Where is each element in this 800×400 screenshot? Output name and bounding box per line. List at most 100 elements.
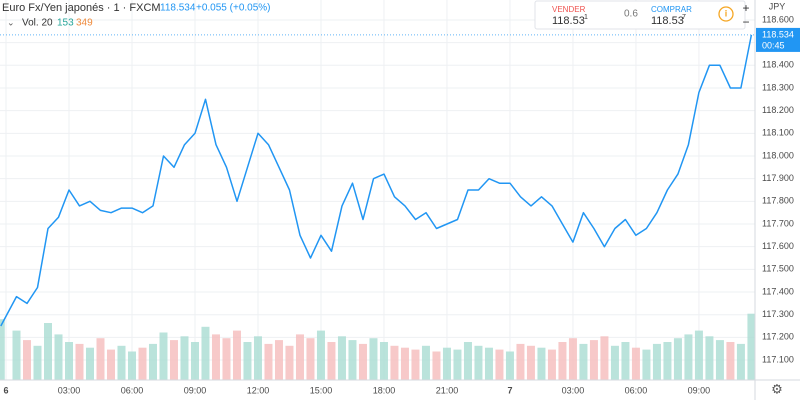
volume-bar — [44, 323, 53, 380]
volume-bar — [736, 343, 745, 380]
y-tick-label: 118.600 — [762, 14, 794, 24]
y-tick-label: 118.200 — [762, 105, 794, 115]
x-tick-label: 21:00 — [436, 385, 459, 395]
volume-bar — [726, 342, 735, 380]
volume-bar — [138, 347, 147, 380]
volume-bar — [453, 349, 462, 380]
y-tick-label: 117.700 — [762, 218, 794, 228]
volume-bar — [201, 326, 210, 380]
volume-bar — [694, 330, 703, 380]
volume-bar — [747, 313, 756, 380]
info-icon[interactable] — [718, 6, 734, 22]
volume-ma: 153 — [57, 18, 74, 29]
volume-bar — [337, 336, 346, 380]
volume-last: 349 — [76, 18, 93, 29]
y-tick-label: 118.400 — [762, 60, 794, 70]
x-tick-label: 12:00 — [247, 385, 270, 395]
x-tick-label: 03:00 — [562, 385, 585, 395]
sell-pip: 1 — [584, 14, 588, 21]
price-axis-panel — [755, 0, 800, 400]
volume-bar — [0, 319, 5, 380]
volume-bar — [316, 330, 325, 380]
volume-bar — [54, 334, 63, 380]
volume-bar — [211, 334, 220, 380]
y-tick-label: 117.600 — [762, 241, 794, 251]
buy-button[interactable] — [645, 3, 709, 27]
volume-bar — [264, 343, 273, 380]
volume-bar — [579, 343, 588, 380]
volume-bar — [85, 347, 94, 380]
volume-bar — [190, 342, 199, 380]
x-tick-label: 7 — [507, 385, 512, 395]
last-price: 118.534 — [160, 3, 196, 14]
volume-bar — [159, 332, 168, 380]
volume-bar — [663, 342, 672, 380]
volume-bar — [390, 345, 399, 380]
buy-pip: 7 — [682, 14, 686, 21]
volume-bar — [243, 342, 252, 380]
volume-bar — [558, 342, 567, 380]
volume-bar — [610, 345, 619, 380]
price-line — [0, 34, 753, 327]
volume-bar — [474, 345, 483, 380]
y-tick-label: 117.500 — [762, 264, 794, 274]
volume-bar — [295, 334, 304, 380]
volume-bar — [327, 342, 336, 380]
volume-bar — [495, 349, 504, 380]
volume-bar — [715, 340, 724, 380]
volume-bar — [652, 343, 661, 380]
x-tick-label: 09:00 — [688, 385, 711, 395]
volume-bar — [600, 336, 609, 380]
x-tick-label: 15:00 — [310, 385, 333, 395]
y-tick-label: 117.900 — [762, 173, 794, 183]
volume-bar — [23, 340, 32, 380]
volume-bar — [484, 347, 493, 380]
volume-bar — [432, 351, 441, 380]
y-tick-label: 118.000 — [762, 150, 794, 160]
volume-bar — [222, 338, 231, 380]
change: +0.055 (+0.05%) — [196, 3, 271, 14]
volume-label: Vol. 20 — [22, 18, 53, 29]
volume-bar — [96, 338, 105, 380]
volume-bar — [33, 345, 42, 380]
volume-bar — [589, 340, 598, 380]
trade-widget: VENDER 118.53 1 0.6 COMPRAR 118.53 7 i — [534, 0, 746, 30]
y-tick-label: 118.100 — [762, 128, 794, 138]
volume-bar — [705, 336, 714, 380]
zoom-out[interactable]: − — [742, 15, 749, 29]
x-tick-label: 6 — [3, 385, 8, 395]
volume-bar — [400, 347, 409, 380]
collapse-arrow[interactable]: ⌄ — [7, 17, 15, 27]
spread: 0.6 — [624, 9, 638, 20]
volume-bar — [306, 338, 315, 380]
settings-icon[interactable]: ⚙ — [771, 381, 783, 396]
volume-bar — [106, 349, 115, 380]
volume-bar — [411, 349, 420, 380]
sell-label: VENDER — [552, 5, 586, 14]
symbol-title: Euro Fx/Yen japonés · 1 · FXCM — [2, 2, 161, 14]
volume-bar — [621, 342, 630, 380]
volume-bar — [253, 336, 262, 380]
y-tick-label: 117.300 — [762, 309, 794, 319]
volume-bar — [369, 338, 378, 380]
volume-bar — [348, 340, 357, 380]
zoom-in[interactable]: + — [742, 1, 749, 15]
x-tick-label: 18:00 — [373, 385, 396, 395]
volume-bar — [568, 338, 577, 380]
sell-button[interactable] — [537, 3, 609, 27]
x-tick-label: 09:00 — [184, 385, 207, 395]
volume-bar — [274, 340, 283, 380]
volume-bar — [285, 345, 294, 380]
volume-bar — [117, 345, 126, 380]
volume-bar — [180, 336, 189, 380]
volume-bar — [169, 340, 178, 380]
volume-bar — [421, 345, 430, 380]
y-tick-label: 117.100 — [762, 354, 794, 364]
volume-bar — [358, 343, 367, 380]
y-tick-label: 117.800 — [762, 196, 794, 206]
volume-bar — [75, 343, 84, 380]
currency: JPY — [769, 1, 786, 11]
volume-bar — [547, 349, 556, 380]
volume-bar — [12, 330, 21, 380]
